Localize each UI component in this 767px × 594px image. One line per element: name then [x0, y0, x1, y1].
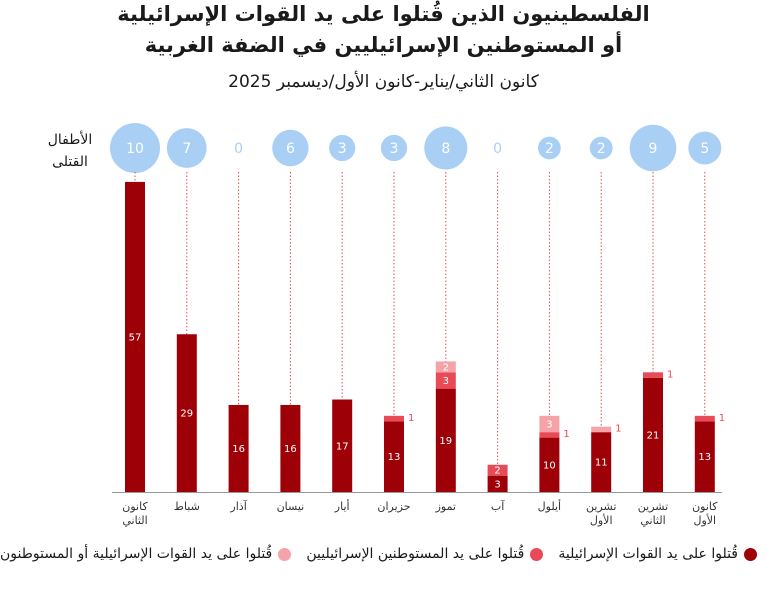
chart-legend: قُتلوا على يد القوات الإسرائيلية قُتلوا … — [0, 546, 757, 562]
children-bubble — [380, 134, 408, 162]
chart-subtitle: كانون الثاني/يناير-كانون الأول/ديسمبر 20… — [228, 72, 539, 92]
value-label: 16 — [232, 444, 245, 455]
children-count-label: 9 — [649, 141, 658, 157]
children-bubble — [688, 131, 722, 165]
value-label: 10 — [543, 460, 556, 471]
value-label: 3 — [546, 420, 552, 431]
month-label: كانون — [692, 500, 718, 513]
children-count-label: 0 — [234, 141, 243, 157]
bar-segment-forces — [591, 432, 612, 492]
legend-label-forces: قُتلوا على يد القوات الإسرائيلية — [558, 546, 738, 562]
bar-segment-settlers — [487, 464, 508, 476]
bar-segment-settlers — [384, 415, 404, 422]
bar-chart: 1057كانونالثاني729شباط016آذار616نيسان317… — [110, 123, 725, 527]
month-label: كانون — [122, 500, 148, 513]
value-label: 17 — [336, 441, 349, 452]
chart-title-line-2: أو المستوطنين الإسرائيليين في الضفة الغر… — [144, 33, 623, 57]
legend-swatch-settlers — [530, 547, 544, 561]
bar-segment-settlers — [694, 415, 715, 422]
children-count-label: 3 — [390, 141, 399, 157]
children-bubble — [629, 124, 677, 172]
value-label: 19 — [439, 436, 452, 447]
children-bubble — [424, 126, 468, 170]
children-count-label: 0 — [493, 141, 502, 157]
bar-segment-settlers — [643, 372, 663, 378]
bar-segment-forces — [176, 334, 197, 492]
bar-segment-forces — [228, 404, 249, 492]
children-count-label: 2 — [597, 141, 606, 157]
legend-label-either: قُتلوا على يد القوات الإسرائيلية أو المس… — [0, 546, 273, 562]
value-label: 16 — [284, 444, 297, 455]
value-label: 1 — [408, 413, 414, 424]
month-label: آب — [491, 499, 505, 513]
month-label-line-2: الأول — [693, 513, 716, 527]
legend-label-settlers: قُتلوا على يد المستوطنين الإسرائيليين — [306, 546, 525, 562]
legend-item-either: قُتلوا على يد القوات الإسرائيلية أو المس… — [0, 546, 292, 562]
chart-title-line-1: الفلسطينيون الذين قُتلوا على يد القوات ا… — [117, 2, 650, 26]
children-bubble — [329, 134, 356, 162]
bar-segment-forces — [280, 404, 301, 492]
bar-segment-forces — [694, 421, 715, 492]
month-label-line-2: الأول — [590, 513, 613, 527]
children-count-label: 10 — [126, 141, 144, 157]
value-label: 3 — [494, 479, 500, 490]
value-label: 2 — [443, 362, 449, 373]
month-label-line-2: الثاني — [640, 514, 665, 527]
month-label: تموز — [435, 500, 456, 513]
value-label: 1 — [615, 424, 621, 435]
children-bubble — [589, 136, 613, 160]
bar-segment-forces — [435, 388, 456, 492]
children-count-label: 7 — [182, 141, 191, 157]
children-bubble — [272, 129, 309, 167]
month-label: أيار — [334, 499, 350, 513]
month-label: تشرين — [586, 500, 616, 513]
bar-segment-forces — [487, 475, 508, 492]
bar-segment-settlers — [435, 372, 456, 389]
value-label: 29 — [180, 409, 193, 420]
month-label: آذار — [229, 499, 247, 513]
value-label: 1 — [667, 369, 673, 380]
legend-item-forces: قُتلوا على يد القوات الإسرائيلية — [558, 546, 757, 562]
bar-segment-forces — [643, 377, 663, 492]
month-label: نيسان — [277, 500, 305, 513]
children-label: الأطفال — [47, 132, 93, 148]
bar-segment-either — [591, 426, 612, 433]
children-bubble — [538, 136, 561, 160]
bar-segment-either — [539, 415, 560, 433]
children-count-label: 2 — [545, 141, 554, 157]
bar-segment-forces — [332, 399, 353, 492]
legend-swatch-forces — [744, 547, 757, 561]
month-label: حزيران — [377, 500, 410, 513]
bar-segment-settlers — [539, 432, 560, 438]
value-label: 13 — [698, 452, 711, 463]
value-label: 21 — [647, 430, 660, 441]
bar-segment-forces — [539, 437, 560, 492]
month-label: شباط — [174, 500, 200, 513]
children-count-label: 8 — [441, 141, 450, 157]
children-bubble — [110, 123, 160, 173]
children-count-label: 6 — [286, 141, 295, 157]
value-label: 1 — [719, 413, 725, 424]
value-label: 3 — [443, 376, 449, 387]
month-label: أيلول — [538, 499, 561, 513]
value-label: 1 — [563, 429, 569, 440]
value-label: 11 — [595, 458, 608, 469]
value-label: 57 — [129, 332, 142, 343]
legend-swatch-either — [278, 547, 292, 561]
killed-label: القتلى — [52, 154, 88, 170]
month-label-line-2: الثاني — [122, 514, 147, 527]
legend-item-settlers: قُتلوا على يد المستوطنين الإسرائيليين — [306, 546, 544, 562]
children-bubble — [166, 128, 207, 168]
month-label: تشرين — [638, 500, 668, 513]
bar-segment-either — [435, 361, 456, 373]
bar-segment-forces — [384, 421, 404, 492]
value-label: 2 — [494, 466, 500, 477]
value-label: 13 — [388, 452, 401, 463]
children-count-label: 3 — [338, 141, 347, 157]
children-count-label: 5 — [700, 141, 709, 157]
bar-segment-forces — [125, 181, 145, 493]
